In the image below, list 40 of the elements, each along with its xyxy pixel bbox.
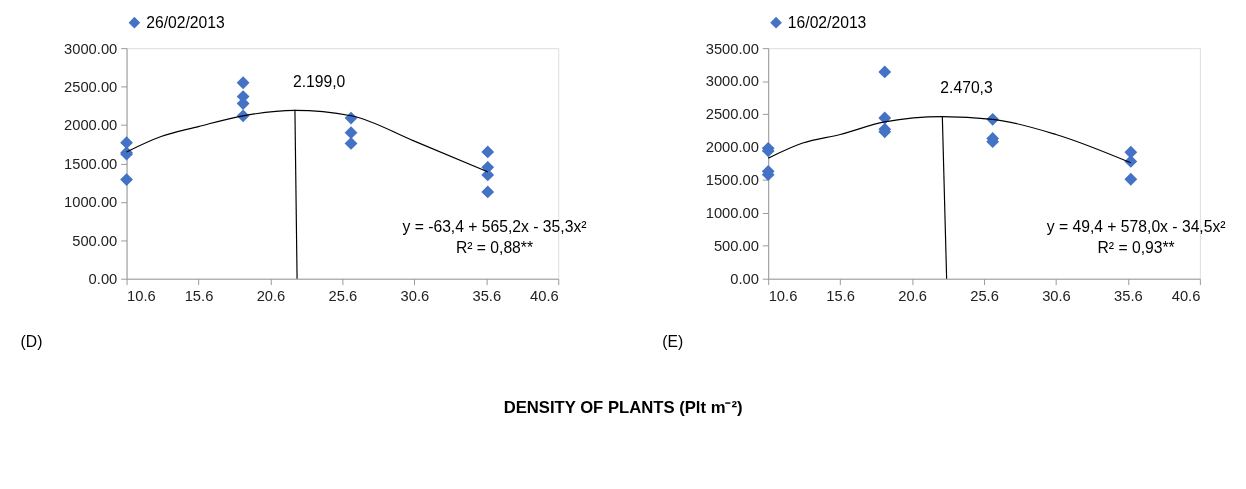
y-tick-label: 0.00: [730, 271, 759, 288]
x-tick-label: 30.6: [400, 287, 430, 304]
y-tick-label: 2500.00: [705, 106, 759, 123]
annotation: 2.199,0: [292, 73, 346, 91]
y-tick-label: 2000.00: [64, 117, 118, 134]
legend-label: 26/02/2013: [146, 13, 225, 31]
x-tick-label: 15.6: [826, 287, 855, 304]
y-tick-label: 1500.00: [705, 172, 759, 189]
y-tick-label: 1000.00: [705, 205, 759, 222]
x-tick-label: 15.6: [184, 287, 214, 304]
x-tick-label: 25.6: [970, 287, 999, 304]
y-tick-label: 3000.00: [705, 73, 759, 90]
annotation: y = -63,4 + 565,2x - 35,3x²: [402, 217, 587, 235]
y-tick-label: 0.00: [88, 271, 118, 288]
x-tick-label: 30.6: [1042, 287, 1071, 304]
x-tick-label: 10.6: [127, 287, 156, 304]
x-tick-label: 20.6: [256, 287, 286, 304]
annotation: R² = 0,93**: [1097, 239, 1175, 257]
legend-label: 16/02/2013: [787, 13, 867, 31]
x-tick-label: 25.6: [328, 287, 358, 304]
x-tick-label: 40.6: [1171, 287, 1201, 304]
text: (E): [662, 333, 684, 351]
y-tick-label: 500.00: [72, 232, 118, 249]
annotation: R² = 0,88**: [455, 239, 534, 257]
x-tick-label: 35.6: [472, 287, 502, 304]
y-tick-label: 3500.00: [705, 40, 759, 57]
y-tick-label: 1500.00: [64, 155, 118, 172]
x-axis-title: DENSITY OF PLANTS (Plt m⁻²): [503, 397, 743, 417]
x-tick-label: 10.6: [768, 287, 798, 304]
y-tick-label: 1000.00: [64, 194, 118, 211]
x-tick-label: 35.6: [1114, 287, 1143, 304]
text: (D): [20, 333, 43, 351]
y-tick-label: 3000.00: [64, 40, 118, 57]
annotation: 2.470,3: [940, 79, 993, 97]
y-tick-label: 2500.00: [64, 78, 118, 95]
x-tick-label: 20.6: [898, 287, 927, 304]
annotation: y = 49,4 + 578,0x - 34,5x²: [1046, 217, 1226, 235]
y-tick-label: 2000.00: [705, 139, 759, 156]
y-tick-label: 500.00: [713, 238, 759, 255]
x-tick-label: 40.6: [530, 287, 559, 304]
